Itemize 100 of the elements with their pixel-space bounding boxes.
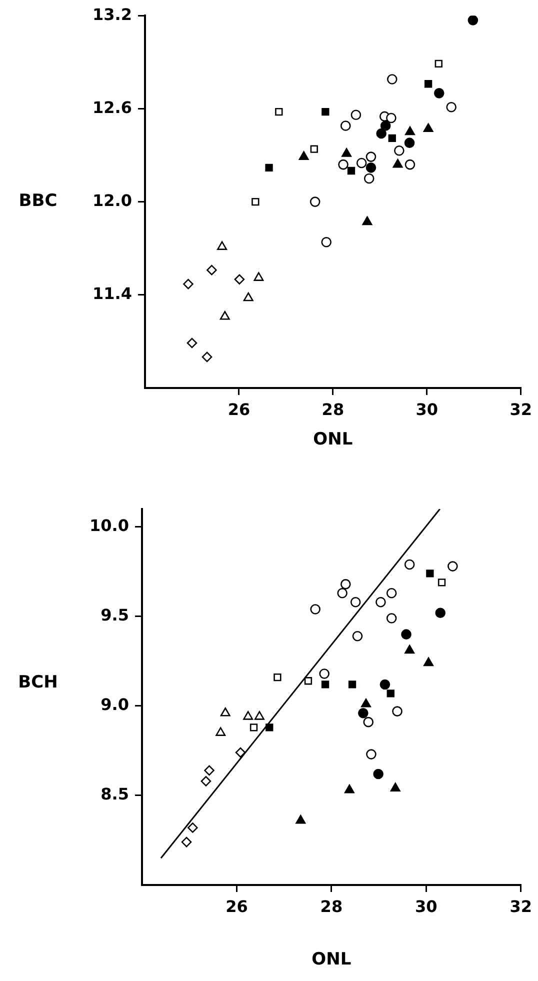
point [186,338,198,348]
point [424,657,434,666]
point [243,711,254,720]
y-tick-label: 10.0 [90,516,129,536]
y-tick-label: 13.2 [92,4,132,24]
point [404,159,416,170]
point [426,570,434,578]
point [342,148,352,157]
point [386,690,394,698]
point [373,768,384,780]
point [380,120,391,131]
point [254,272,264,281]
x-tick-label: 30 [416,400,438,419]
point [362,216,372,226]
point [434,88,444,98]
point [401,629,412,640]
point [243,292,254,302]
point [376,596,386,608]
point [340,579,351,590]
point [386,74,398,84]
point [200,776,212,786]
point [310,145,318,153]
point [388,134,396,142]
point [424,80,432,88]
x-axis-title: ONL [313,429,353,450]
point [304,677,312,685]
point [386,588,397,598]
point [364,173,374,184]
point [376,128,386,139]
point [350,596,361,608]
point [438,578,446,586]
point [265,164,273,172]
point [405,126,415,136]
x-tick-label: 28 [320,896,343,916]
point [404,138,415,148]
point [363,716,374,728]
point [296,814,306,824]
x-tick-label: 32 [510,896,532,916]
point [310,196,320,207]
point [319,668,330,679]
point [361,698,371,708]
point [188,822,198,833]
point [358,708,368,718]
point [183,278,194,290]
point [321,236,332,248]
point [202,352,212,362]
point [235,747,246,758]
point [274,673,282,682]
point [350,110,362,120]
point [404,644,415,654]
y-tick-label: 11.4 [92,284,132,304]
x-tick-label: 26 [226,896,248,916]
x-tick-label: 26 [228,400,250,419]
point [448,561,458,572]
x-tick-label: 28 [322,400,344,419]
point [435,608,446,618]
point [392,706,402,716]
point [344,784,354,794]
point [322,108,330,116]
x-tick-label: 32 [510,400,532,419]
y-tick-label: 12.6 [92,98,132,117]
x-tick-label: 30 [415,896,438,916]
point [338,159,348,170]
point [220,707,230,716]
point [216,727,226,736]
point [347,166,356,175]
y-tick-label: 9.5 [100,606,129,625]
point [340,120,351,131]
point [356,158,367,168]
point [468,16,478,26]
point [204,765,214,776]
point [234,274,245,285]
y-tick-label: 12.0 [92,190,132,210]
y-tick-label: 8.5 [100,784,129,804]
point [434,60,442,68]
point [220,310,230,320]
point [380,679,390,690]
point [392,158,403,168]
point [386,613,397,624]
point [298,151,309,160]
point [310,604,320,614]
point [348,680,356,688]
point [252,198,260,206]
point [250,724,258,732]
y-axis-title: BBC [18,191,58,212]
point [366,749,376,760]
point [337,588,348,598]
point [366,162,376,173]
point [266,724,274,732]
point [275,108,283,116]
point [386,112,396,124]
point [181,836,192,848]
point [366,152,376,162]
point [423,123,434,132]
point [321,680,330,688]
point [394,145,404,156]
point [352,630,363,642]
x-axis-title: ONL [312,949,352,970]
point [404,559,415,570]
point [254,711,264,720]
